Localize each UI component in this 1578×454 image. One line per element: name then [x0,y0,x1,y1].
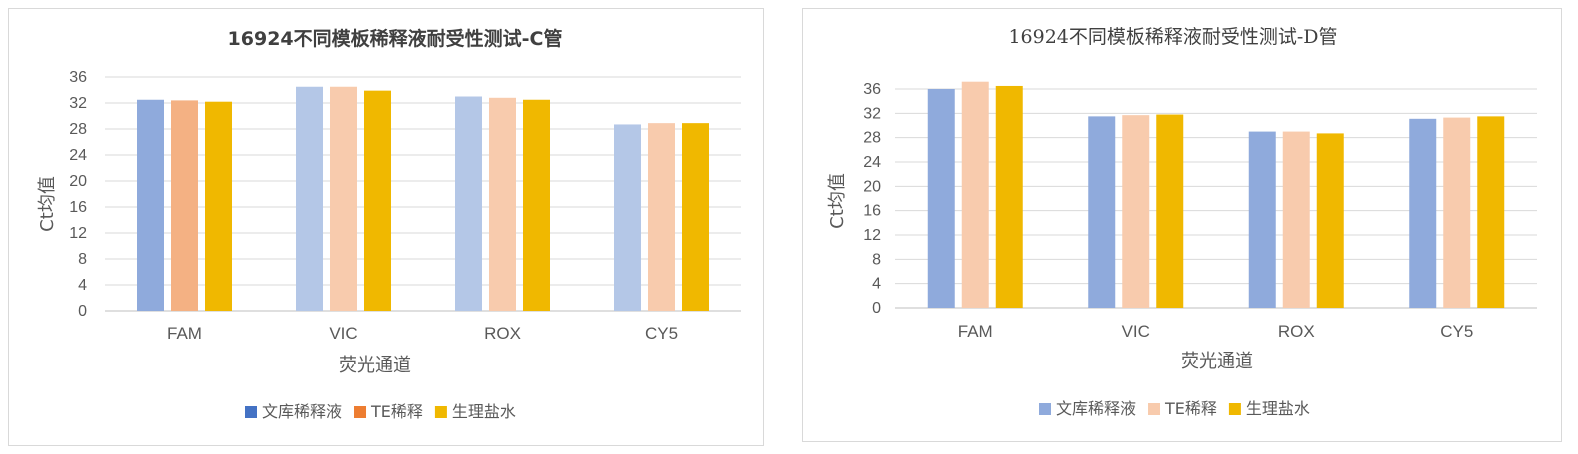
legend-label: 文库稀释液 [1056,399,1136,418]
legend-label: TE稀释 [1164,399,1217,418]
bar [137,99,164,311]
y-tick-label: 24 [863,154,881,171]
x-tick-label: FAM [167,324,202,343]
x-tick-label: CY5 [1440,322,1473,341]
y-tick-label: 16 [863,203,881,220]
y-tick-label: 16 [69,199,87,216]
bar [171,100,198,312]
x-tick-label: ROX [1278,322,1315,341]
x-tick-label: ROX [484,324,521,343]
legend-label: TE稀释 [370,402,423,421]
bar [1477,116,1505,308]
y-tick-label: 4 [78,277,87,294]
bar [614,124,641,311]
chart-d-tube: 16924不同模板稀释液耐受性测试-D管 0 4 8 12 16 20 24 28 32 36 FA… [827,26,1537,418]
y-tick-label: 32 [863,105,881,122]
bar [330,86,357,311]
x-tick-label: FAM [958,322,993,341]
y-tick-label: 32 [69,95,87,112]
chart-panel-d-tube: 16924不同模板稀释液耐受性测试-D管 0 4 8 12 16 20 24 28 32 36 FA… [802,8,1562,442]
y-axis-title: Ct均值 [37,176,58,232]
legend-label: 生理盐水 [1246,399,1310,418]
y-tick-label: 28 [863,130,881,147]
y-tick-label: 0 [78,303,87,320]
bar [489,97,516,311]
legend-swatch [1148,403,1161,415]
x-tick-label: VIC [1122,322,1150,341]
bar [1122,115,1150,309]
bar [296,86,323,311]
bar [1316,133,1344,308]
y-tick-label: 36 [863,81,881,98]
y-tick-label: 28 [69,121,87,138]
y-tick-label: 12 [69,225,87,242]
bar [961,81,989,308]
y-tick-label: 20 [863,178,881,195]
y-tick-label: 20 [69,173,87,190]
chart-title: 16924不同模板稀释液耐受性测试-C管 [228,27,563,50]
chart-panel-c-tube: 16924不同模板稀释液耐受性测试-C管 0 4 8 12 16 20 24 28 32 36 FA… [8,8,764,446]
bar [682,123,709,312]
chart-c-tube: 16924不同模板稀释液耐受性测试-C管 0 4 8 12 16 20 24 28 32 36 FA… [37,27,741,421]
legend-swatch [354,406,367,418]
bar [364,90,391,312]
x-axis-title: 荧光通道 [1181,351,1253,372]
y-tick-label: 8 [78,251,87,268]
legend-label: 生理盐水 [452,402,516,421]
bar [1248,131,1276,308]
y-tick-label: 0 [872,300,881,317]
legend-swatch [1039,403,1051,415]
bar [1282,131,1310,308]
bar [1443,117,1471,308]
bar [455,96,482,311]
bar [205,101,232,311]
y-tick-label: 24 [69,147,87,164]
legend-swatch [245,406,257,418]
bar [1156,114,1184,308]
chart-title: 16924不同模板稀释液耐受性测试-D管 [1008,26,1337,48]
x-tick-label: VIC [329,324,357,343]
bar [1088,116,1116,308]
x-axis-title: 荧光通道 [339,355,411,376]
bar [995,85,1023,308]
legend-label: 文库稀释液 [262,402,342,421]
y-tick-label: 12 [863,227,881,244]
y-tick-label: 4 [872,276,881,293]
bar [648,123,675,312]
x-tick-label: CY5 [645,324,678,343]
y-axis-title: Ct均值 [827,173,848,229]
legend-swatch [434,406,447,418]
y-tick-label: 8 [872,251,881,268]
y-tick-label: 36 [69,69,87,86]
bar [523,99,550,311]
bar [1409,118,1437,308]
legend-swatch [1228,403,1241,415]
bar [927,89,955,308]
